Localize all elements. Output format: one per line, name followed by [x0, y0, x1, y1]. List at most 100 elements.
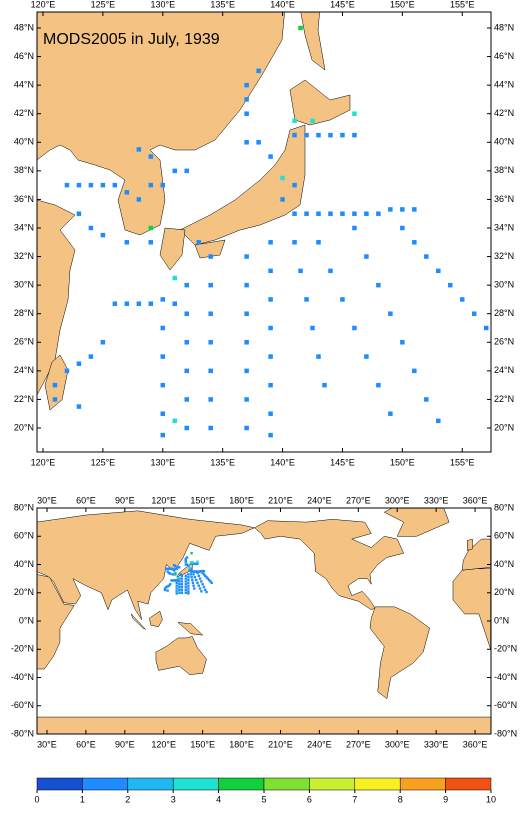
observation — [187, 578, 190, 582]
observation — [188, 566, 191, 570]
lon-tick-label: 330°E — [424, 495, 449, 505]
lat-tick-label: 60°N — [494, 531, 514, 541]
observation — [175, 592, 178, 595]
observation — [244, 140, 249, 145]
lon-tick-label: 180°E — [229, 739, 254, 749]
observation — [412, 240, 417, 245]
observation — [376, 382, 381, 388]
observation — [244, 397, 249, 402]
lon-tick-label: 210°E — [268, 495, 293, 505]
lat-tick-label: 28°N — [494, 308, 514, 318]
observation — [193, 587, 196, 590]
observation — [76, 361, 82, 366]
observation — [180, 591, 184, 594]
observation — [100, 232, 106, 238]
lon-tick-label: 150°E — [390, 0, 415, 9]
observation — [192, 570, 195, 573]
observation — [268, 354, 273, 359]
observation — [176, 590, 180, 594]
observation — [208, 311, 213, 316]
colorbar-swatch — [399, 777, 446, 791]
observation — [196, 570, 199, 573]
observation — [176, 579, 180, 582]
observation — [198, 570, 202, 573]
lon-tick-label: 125°E — [91, 0, 116, 9]
observation — [208, 254, 213, 259]
observation — [412, 207, 417, 212]
lat-tick-label: 38°N — [494, 165, 514, 175]
colorbar-swatch — [36, 777, 83, 791]
observation — [184, 588, 187, 592]
observation — [244, 111, 249, 116]
observation — [191, 561, 195, 564]
observation — [167, 567, 171, 570]
observation — [208, 397, 213, 402]
observation — [340, 132, 345, 138]
lon-tick-label: 150°E — [190, 739, 215, 749]
observation — [171, 573, 175, 576]
lon-tick-label: 90°E — [115, 495, 135, 505]
observation — [201, 583, 204, 586]
lon-tick-label: 360°E — [463, 739, 488, 749]
observation — [166, 567, 169, 570]
observation — [163, 587, 167, 590]
lat-tick-label: 20°N — [494, 422, 514, 432]
observation — [172, 275, 178, 281]
colorbar-swatch — [127, 777, 174, 791]
lat-tick-label: 34°N — [14, 222, 34, 232]
observation — [184, 397, 189, 402]
observation — [200, 580, 203, 583]
observation — [172, 579, 176, 582]
observation — [448, 282, 453, 288]
lat-tick-label: -20°N — [11, 644, 34, 654]
observation — [184, 560, 187, 563]
lon-tick-label: 300°E — [385, 495, 410, 505]
observation — [202, 569, 206, 573]
observation — [76, 404, 82, 409]
observation — [191, 570, 194, 573]
observation — [200, 590, 203, 593]
bottom-land — [37, 508, 491, 734]
observation — [280, 197, 285, 202]
lat-tick-label: -60°N — [494, 700, 517, 710]
observation — [292, 182, 297, 188]
observation — [64, 182, 70, 188]
lat-tick-label: 60°N — [14, 531, 34, 541]
lat-tick-label: 0°N — [494, 615, 509, 625]
lon-tick-label: 125°E — [91, 457, 116, 467]
observation — [76, 182, 82, 188]
observation — [268, 297, 273, 302]
observation — [388, 411, 393, 416]
observation — [322, 382, 327, 388]
lat-tick-label: -60°N — [11, 700, 34, 710]
map-title: MODS2005 in July, 1939 — [43, 31, 220, 48]
lon-tick-label: 90°E — [115, 739, 135, 749]
lon-tick-label: 145°E — [330, 457, 355, 467]
observation — [364, 254, 369, 259]
observation — [178, 577, 181, 580]
observation — [165, 585, 168, 589]
observation — [184, 577, 187, 580]
lat-tick-label: -80°N — [11, 728, 34, 738]
colorbar-label: 6 — [307, 794, 312, 804]
observation — [184, 282, 189, 288]
observation — [184, 168, 189, 174]
observation — [196, 560, 199, 563]
observation — [184, 580, 187, 583]
observation — [160, 182, 166, 188]
observation — [244, 311, 249, 316]
observation — [193, 562, 197, 565]
lon-tick-label: 60°E — [76, 739, 96, 749]
observation — [197, 584, 200, 587]
observation — [189, 562, 193, 565]
observation — [268, 154, 273, 159]
observation — [189, 561, 193, 564]
observation — [352, 111, 357, 116]
colorbar-label: 5 — [261, 794, 266, 804]
observation — [201, 569, 204, 573]
observation — [189, 567, 193, 570]
lat-tick-label: 32°N — [14, 251, 34, 261]
observation — [175, 587, 178, 590]
observation — [207, 578, 211, 582]
lat-tick-label: 32°N — [494, 251, 514, 261]
